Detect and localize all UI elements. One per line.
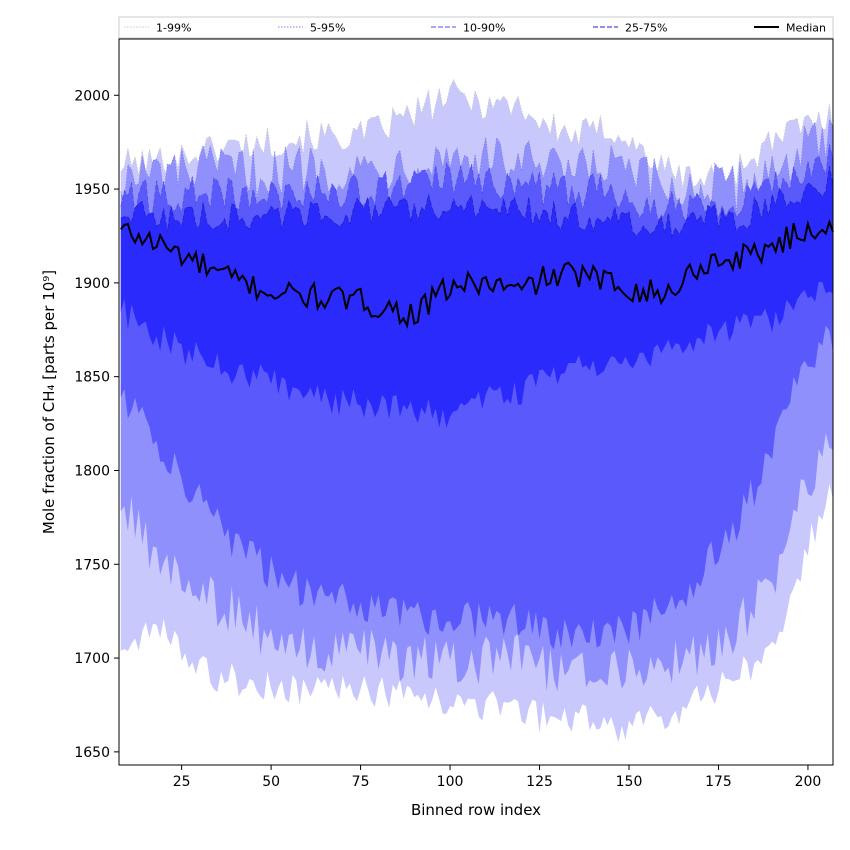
legend-frame bbox=[118, 16, 834, 39]
y-tick-label: 1650 bbox=[74, 745, 110, 761]
x-tick-label: 100 bbox=[437, 774, 464, 790]
x-tick-label: 125 bbox=[526, 774, 553, 790]
x-axis-label: Binned row index bbox=[411, 801, 541, 819]
x-tick-label: 75 bbox=[352, 774, 370, 790]
y-tick-label: 1900 bbox=[74, 276, 110, 292]
x-tick-label: 200 bbox=[795, 774, 822, 790]
median-line bbox=[120, 218, 834, 329]
y-tick-label: 1800 bbox=[74, 463, 110, 479]
y-tick-label: 1750 bbox=[74, 557, 110, 573]
y-axis-label: Mole fraction of CH₄ [parts per 10⁹] bbox=[40, 270, 58, 534]
x-tick-label: 150 bbox=[616, 774, 643, 790]
band-3-fill bbox=[120, 166, 834, 428]
legend: 1-99% 5-95% 10-90% 25-75% Median bbox=[118, 16, 834, 39]
legend-label: 1-99% bbox=[156, 22, 191, 35]
band-2-upper-line bbox=[120, 144, 834, 225]
y-tick-label: 1950 bbox=[74, 182, 110, 198]
plot-frame bbox=[118, 38, 834, 766]
legend-label: Median bbox=[786, 22, 826, 35]
y-tick-label: 2000 bbox=[74, 88, 110, 104]
x-axis-ticks: 25 50 75 100 125 150 175 200 bbox=[173, 765, 822, 790]
legend-label: 5-95% bbox=[310, 22, 345, 35]
band-1-upper-line bbox=[120, 117, 834, 215]
y-tick-label: 1700 bbox=[74, 651, 110, 667]
median-series bbox=[120, 218, 834, 329]
x-tick-label: 175 bbox=[705, 774, 732, 790]
x-tick-label: 50 bbox=[262, 774, 280, 790]
legend-label: 10-90% bbox=[463, 22, 505, 35]
x-tick-label: 25 bbox=[173, 774, 191, 790]
y-axis-ticks: 1650 1700 1750 1800 1850 1900 1950 2000 bbox=[74, 88, 119, 761]
band-3-upper-line bbox=[120, 166, 834, 239]
legend-label: 25-75% bbox=[625, 22, 667, 35]
percentile-bands bbox=[120, 78, 834, 743]
y-tick-label: 1850 bbox=[74, 370, 110, 386]
